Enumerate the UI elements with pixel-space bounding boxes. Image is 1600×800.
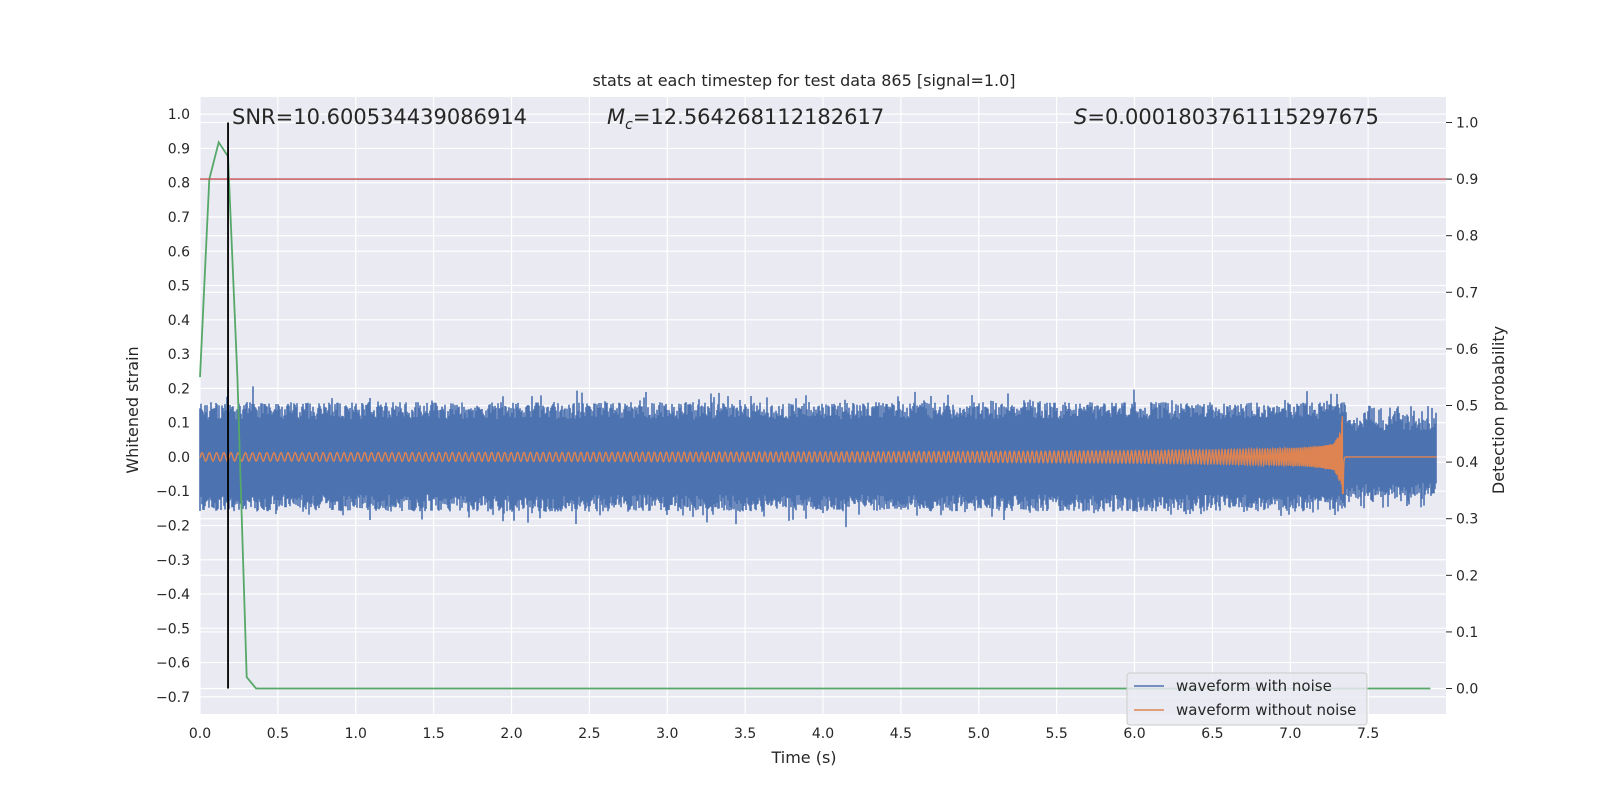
x-tick-label: 6.0 [1123, 726, 1145, 742]
chirp-mass-subscript: c [625, 117, 633, 133]
y-tick-label: 0.3 [168, 347, 190, 363]
x-tick-label: 5.5 [1045, 726, 1067, 742]
x-tick-label: 1.5 [422, 726, 444, 742]
series-waveform-without-noise [199, 416, 1437, 494]
y-tick-label: −0.7 [156, 690, 190, 706]
right-y-tick-label: 0.3 [1456, 512, 1478, 528]
right-axis-ticks: 1.0 0.9 0.8 0.7 0.6 0.5 0.4 0.3 0.2 0.1 0.0 [1446, 115, 1478, 698]
x-tick-label: 4.5 [890, 726, 912, 742]
y-axis-label: Whitened strain [123, 346, 142, 473]
y-tick-label: 0.9 [168, 141, 190, 157]
s-annotation: S=0.0001803761115297675 [1074, 105, 1379, 129]
y-tick-label: −0.2 [156, 518, 190, 534]
y-tick-label: 0.4 [168, 313, 190, 329]
clean-waveform-line [199, 416, 1437, 494]
right-y-tick-label: 0.2 [1456, 568, 1478, 584]
y-tick-label: 0.8 [168, 176, 190, 192]
x-tick-label: 2.5 [578, 726, 600, 742]
x-axis-label: Time (s) [770, 748, 836, 767]
y-tick-label: 0.7 [168, 210, 190, 226]
y-tick-label: −0.1 [156, 484, 190, 500]
x-axis-ticks: 0.0 0.5 1.0 1.5 2.0 2.5 3.0 3.5 4.0 4.5 5.0 5.5 6.0 6… [189, 726, 1379, 742]
x-tick-label: 0.0 [189, 726, 211, 742]
series-detection-probability [199, 140, 1431, 690]
legend-box [1126, 672, 1368, 726]
legend: waveform with noise waveform without noi… [1126, 672, 1368, 726]
y-tick-label: 1.0 [168, 107, 190, 123]
right-y-axis-label: Detection probability [1489, 326, 1508, 494]
s-value: =0.0001803761115297675 [1087, 105, 1379, 129]
right-y-tick-label: 0.7 [1456, 285, 1478, 301]
right-y-tick-label: 0.1 [1456, 625, 1478, 641]
x-tick-label: 3.0 [656, 726, 678, 742]
y-tick-label: 0.2 [168, 381, 190, 397]
y-tick-label: 0.0 [168, 450, 190, 466]
reference-lines [200, 122, 1446, 689]
x-tick-label: 4.0 [812, 726, 834, 742]
right-y-tick-label: 0.8 [1456, 229, 1478, 245]
x-tick-label: 7.5 [1357, 726, 1379, 742]
x-tick-label: 5.0 [968, 726, 990, 742]
y-tick-label: 0.5 [168, 279, 190, 295]
right-y-tick-label: 0.6 [1456, 342, 1478, 358]
x-tick-label: 0.5 [267, 726, 289, 742]
legend-label-noise: waveform with noise [1176, 677, 1332, 695]
right-y-tick-label: 0.0 [1456, 682, 1478, 698]
snr-annotation: SNR=10.600534439086914 [232, 105, 527, 129]
x-tick-label: 2.0 [500, 726, 522, 742]
y-tick-label: −0.5 [156, 621, 190, 637]
x-tick-label: 6.5 [1201, 726, 1223, 742]
s-symbol: S [1074, 105, 1087, 129]
x-tick-label: 1.0 [345, 726, 367, 742]
y-tick-label: −0.6 [156, 656, 190, 672]
right-y-tick-label: 0.5 [1456, 399, 1478, 415]
chirp-mass-symbol: M [607, 105, 625, 129]
left-axis-ticks: 1.0 0.9 0.8 0.7 0.6 0.5 0.4 0.3 0.2 0.1 0.0 −0.1 −0.… [156, 107, 190, 706]
chirp-mass-value: =12.564268112182617 [633, 105, 884, 129]
chirp-mass-annotation: Mc=12.564268112182617 [607, 105, 884, 133]
y-tick-label: 0.6 [168, 244, 190, 260]
right-y-tick-label: 1.0 [1456, 115, 1478, 131]
chart-title: stats at each timestep for test data 865… [592, 71, 1015, 90]
legend-label-clean: waveform without noise [1176, 701, 1356, 719]
x-tick-label: 3.5 [734, 726, 756, 742]
right-y-tick-label: 0.9 [1456, 172, 1478, 188]
right-y-tick-label: 0.4 [1456, 455, 1478, 471]
y-tick-label: 0.1 [168, 416, 190, 432]
y-tick-label: −0.4 [156, 587, 190, 603]
x-tick-label: 7.0 [1279, 726, 1301, 742]
y-tick-label: −0.3 [156, 553, 190, 569]
probability-line [199, 140, 1431, 690]
